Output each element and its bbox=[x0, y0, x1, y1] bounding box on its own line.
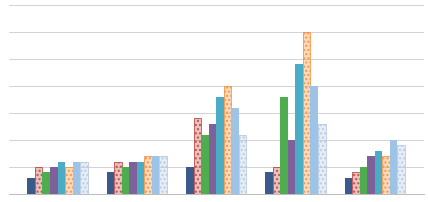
Bar bbox=[216, 97, 224, 194]
Bar bbox=[80, 162, 88, 194]
Bar bbox=[352, 173, 360, 194]
Bar bbox=[65, 167, 73, 194]
Bar bbox=[144, 156, 152, 194]
Bar bbox=[107, 173, 114, 194]
Bar bbox=[224, 87, 231, 194]
Bar bbox=[273, 167, 280, 194]
Bar bbox=[295, 65, 303, 194]
Bar bbox=[160, 156, 167, 194]
Bar bbox=[390, 140, 397, 194]
Bar bbox=[186, 167, 193, 194]
Bar bbox=[122, 167, 129, 194]
Bar bbox=[310, 87, 318, 194]
Bar bbox=[265, 173, 273, 194]
Bar bbox=[144, 156, 152, 194]
Bar bbox=[35, 167, 42, 194]
Bar bbox=[303, 33, 310, 194]
Bar bbox=[27, 178, 35, 194]
Bar bbox=[193, 119, 201, 194]
Bar bbox=[231, 108, 239, 194]
Bar bbox=[152, 156, 160, 194]
Bar bbox=[137, 162, 144, 194]
Bar bbox=[360, 167, 367, 194]
Bar bbox=[201, 135, 208, 194]
Bar bbox=[193, 119, 201, 194]
Bar bbox=[208, 124, 216, 194]
Bar bbox=[42, 173, 50, 194]
Bar bbox=[318, 124, 326, 194]
Bar bbox=[397, 146, 405, 194]
Bar bbox=[273, 167, 280, 194]
Bar bbox=[160, 156, 167, 194]
Bar bbox=[397, 146, 405, 194]
Bar bbox=[280, 97, 288, 194]
Bar bbox=[352, 173, 360, 194]
Bar bbox=[303, 33, 310, 194]
Bar bbox=[65, 167, 73, 194]
Bar bbox=[35, 167, 42, 194]
Bar bbox=[375, 151, 382, 194]
Bar bbox=[224, 87, 231, 194]
Bar bbox=[288, 140, 295, 194]
Bar bbox=[73, 162, 80, 194]
Bar bbox=[114, 162, 122, 194]
Bar bbox=[318, 124, 326, 194]
Bar bbox=[114, 162, 122, 194]
Bar bbox=[80, 162, 88, 194]
Bar bbox=[239, 135, 246, 194]
Bar bbox=[57, 162, 65, 194]
Bar bbox=[50, 167, 57, 194]
Bar bbox=[129, 162, 137, 194]
Bar bbox=[382, 156, 390, 194]
Bar bbox=[345, 178, 352, 194]
Bar bbox=[382, 156, 390, 194]
Bar bbox=[239, 135, 246, 194]
Bar bbox=[367, 156, 375, 194]
